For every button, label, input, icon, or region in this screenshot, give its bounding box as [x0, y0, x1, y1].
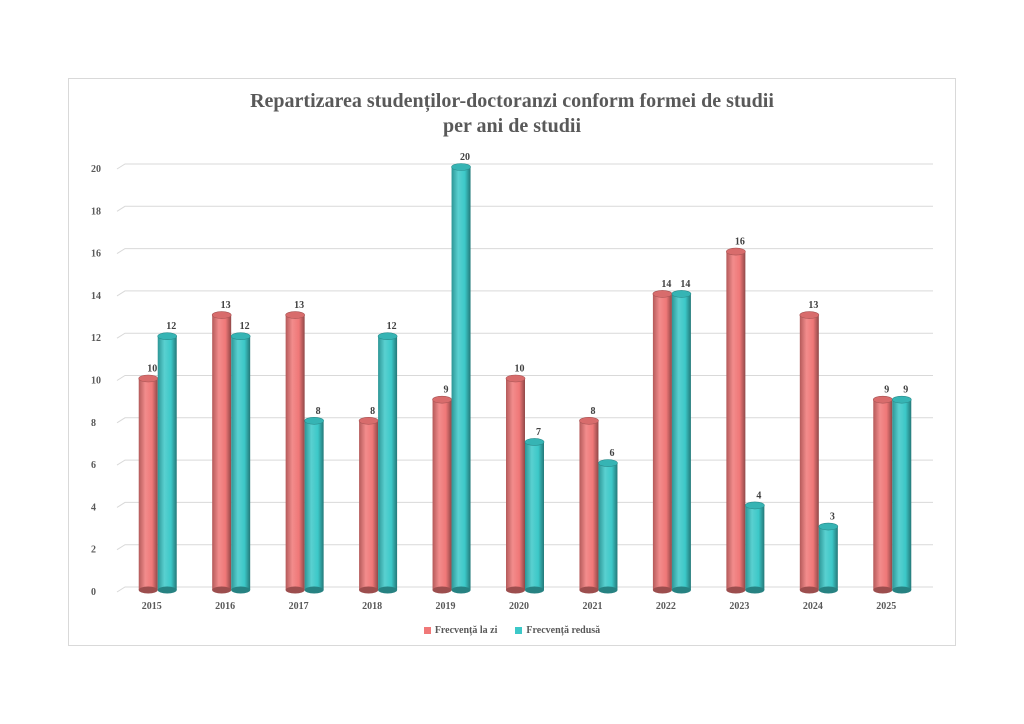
bar-redusa-2019 [451, 163, 471, 594]
chart-title-line-1: Repartizarea studenților-doctoranzi conf… [250, 90, 774, 112]
plot-area: 0 2 4 6 8 10 12 14 16 18 20 10 12 13 12 13 8 8 12 9 20 10 7 8 6… [91, 152, 933, 612]
bar-zi-2019 [432, 395, 452, 594]
bar-redusa-2018 [377, 332, 398, 594]
y-tick-label-14: 14 [91, 291, 101, 302]
x-tick-label-2016: 2016 [215, 601, 235, 612]
gridline-16 [116, 248, 933, 255]
bar-redusa-2023 [745, 501, 765, 594]
bar-redusa-2020 [524, 438, 545, 594]
bar-zi-2024 [799, 311, 820, 594]
legend-label-series-1: Frecvență la zi [434, 625, 498, 636]
data-label-redusa-2019: 20 [460, 152, 470, 163]
data-label-redusa-2025: 9 [903, 385, 908, 396]
x-tick-label-2017: 2017 [289, 601, 309, 612]
bar-zi-2021 [579, 416, 599, 594]
x-tick-label-2020: 2020 [509, 601, 529, 612]
y-tick-label-8: 8 [91, 418, 96, 429]
x-axis-ticks: 2015 2016 2017 2018 2019 2020 2021 2022 2023 2024… [142, 601, 897, 612]
bar-redusa-2016 [230, 332, 251, 594]
y-axis-ticks: 0 2 4 6 8 10 12 14 16 18 20 [91, 164, 101, 598]
bars [138, 163, 912, 594]
bar-zi-2023 [726, 247, 746, 594]
data-label-redusa-2021: 6 [609, 448, 614, 459]
data-label-zi-2020: 10 [515, 364, 525, 375]
gridline-18 [116, 205, 933, 212]
data-label-redusa-2018: 12 [387, 321, 397, 332]
x-tick-label-2025: 2025 [876, 601, 896, 612]
bar-zi-2016 [211, 311, 232, 594]
data-label-zi-2025: 9 [884, 385, 889, 396]
legend-item-series-2: Frecvență redusă [515, 625, 600, 636]
x-tick-label-2023: 2023 [729, 601, 749, 612]
data-label-zi-2017: 13 [294, 300, 304, 311]
legend-label-series-2: Frecvență redusă [526, 625, 601, 636]
y-tick-label-4: 4 [91, 502, 96, 513]
bar-redusa-2021 [598, 459, 618, 594]
data-label-redusa-2016: 12 [240, 321, 250, 332]
bar-redusa-2025 [891, 395, 912, 594]
x-tick-label-2022: 2022 [656, 601, 676, 612]
chart-title: Repartizarea studenților-doctoranzi conf… [69, 89, 955, 139]
bar-zi-2015 [138, 374, 159, 594]
chart-title-line-2: per ani de studii [443, 115, 581, 137]
data-label-zi-2023: 16 [735, 237, 745, 248]
data-label-zi-2021: 8 [590, 406, 595, 417]
x-tick-label-2015: 2015 [142, 601, 162, 612]
legend-item-series-1: Frecvență la zi [423, 625, 498, 636]
chart-frame: Repartizarea studenților-doctoranzi conf… [68, 78, 956, 646]
bar-zi-2020 [505, 374, 526, 594]
data-label-zi-2015: 10 [147, 364, 157, 375]
bar-zi-2018 [358, 416, 379, 594]
data-label-redusa-2023: 4 [756, 490, 761, 501]
data-label-zi-2024: 13 [808, 300, 818, 311]
data-label-redusa-2017: 8 [316, 406, 321, 417]
y-tick-label-20: 20 [91, 164, 101, 175]
gridline-14 [116, 290, 933, 297]
y-tick-label-2: 2 [91, 545, 96, 556]
y-tick-label-18: 18 [91, 206, 101, 217]
y-tick-label-0: 0 [91, 587, 96, 598]
legend: Frecvență la zi Frecvență redusă [69, 625, 955, 636]
data-label-redusa-2022: 14 [680, 279, 690, 290]
bar-zi-2022 [652, 290, 673, 594]
bar-zi-2025 [872, 395, 893, 594]
bar-redusa-2017 [304, 416, 324, 594]
x-tick-label-2024: 2024 [803, 601, 823, 612]
legend-swatch-series-2 [515, 627, 523, 634]
y-tick-label-12: 12 [91, 333, 101, 344]
data-label-zi-2019: 9 [444, 385, 449, 396]
x-tick-label-2021: 2021 [582, 601, 602, 612]
bar-redusa-2024 [818, 522, 839, 594]
bar-zi-2017 [285, 311, 305, 594]
data-label-redusa-2015: 12 [166, 321, 176, 332]
x-tick-label-2018: 2018 [362, 601, 382, 612]
gridline-20 [116, 163, 933, 170]
data-label-zi-2018: 8 [370, 406, 375, 417]
legend-swatch-series-1 [423, 627, 431, 634]
y-tick-label-10: 10 [91, 376, 101, 387]
y-tick-label-6: 6 [91, 460, 96, 471]
data-label-redusa-2020: 7 [536, 427, 541, 438]
data-label-redusa-2024: 3 [830, 512, 835, 523]
data-label-zi-2022: 14 [661, 279, 671, 290]
y-tick-label-16: 16 [91, 249, 101, 260]
bar-redusa-2015 [157, 332, 178, 594]
data-label-zi-2016: 13 [221, 300, 231, 311]
bar-redusa-2022 [671, 290, 692, 594]
data-labels: 10 12 13 12 13 8 8 12 9 20 10 7 8 6 14 14 16 4 13 3 9 9 [147, 152, 908, 523]
x-tick-label-2019: 2019 [436, 601, 456, 612]
